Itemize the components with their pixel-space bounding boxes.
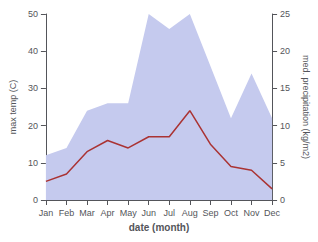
svg-text:30: 30	[28, 83, 38, 93]
svg-text:10: 10	[280, 121, 290, 131]
svg-text:Jun: Jun	[141, 208, 156, 218]
svg-text:Oct: Oct	[224, 208, 239, 218]
svg-text:20: 20	[28, 121, 38, 131]
svg-text:Sep: Sep	[202, 208, 218, 218]
svg-text:May: May	[120, 208, 138, 218]
svg-text:Jul: Jul	[164, 208, 176, 218]
svg-text:10: 10	[28, 158, 38, 168]
svg-text:15: 15	[280, 83, 290, 93]
svg-text:Aug: Aug	[182, 208, 198, 218]
svg-text:5: 5	[280, 158, 285, 168]
svg-text:40: 40	[28, 46, 38, 56]
svg-text:Nov: Nov	[244, 208, 261, 218]
svg-text:Mar: Mar	[79, 208, 95, 218]
svg-text:med. precipitation (kg/m2): med. precipitation (kg/m2)	[301, 55, 311, 159]
svg-text:0: 0	[33, 195, 38, 205]
svg-text:Feb: Feb	[59, 208, 75, 218]
svg-text:0: 0	[280, 195, 285, 205]
svg-text:max temp (C): max temp (C)	[8, 80, 18, 135]
svg-text:20: 20	[280, 46, 290, 56]
svg-text:25: 25	[280, 9, 290, 19]
svg-text:Dec: Dec	[264, 208, 281, 218]
svg-text:Apr: Apr	[101, 208, 115, 218]
svg-text:date (month): date (month)	[129, 222, 190, 233]
svg-text:Jan: Jan	[39, 208, 54, 218]
svg-text:50: 50	[28, 9, 38, 19]
